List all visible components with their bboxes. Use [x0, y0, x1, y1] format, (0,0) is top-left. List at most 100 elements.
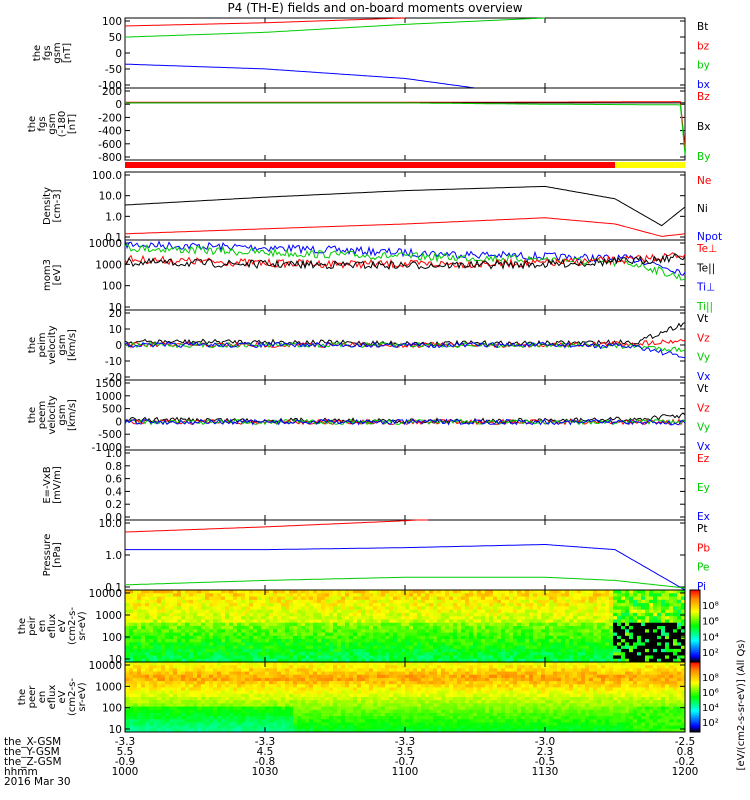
- heatmap-cell: [129, 687, 134, 692]
- heatmap-cell: [173, 728, 178, 733]
- heatmap-cell: [245, 593, 250, 597]
- heatmap-cell: [349, 639, 354, 643]
- heatmap-cell: [341, 700, 346, 704]
- heatmap-cell: [357, 658, 362, 663]
- heatmap-cell: [553, 645, 558, 650]
- heatmap-cell: [313, 719, 318, 723]
- heatmap-cell: [149, 690, 154, 695]
- heatmap-cell: [345, 719, 350, 723]
- heatmap-cell: [129, 645, 134, 650]
- heatmap-cell: [641, 645, 646, 650]
- heatmap-cell: [205, 674, 210, 679]
- heatmap-cell: [269, 593, 274, 597]
- heatmap-cell: [197, 697, 202, 701]
- heatmap-cell: [197, 626, 202, 630]
- heatmap-cell: [341, 684, 346, 688]
- heatmap-cell: [277, 612, 282, 617]
- heatmap-cell: [393, 674, 398, 679]
- heatmap-cell: [277, 616, 282, 620]
- heatmap-cell: [361, 626, 366, 630]
- heatmap-cell: [369, 619, 374, 624]
- heatmap-cell: [365, 658, 370, 663]
- heatmap-cell: [137, 728, 142, 733]
- heatmap-cell: [345, 690, 350, 695]
- heatmap-cell: [661, 658, 666, 663]
- heatmap-cell: [561, 626, 566, 630]
- heatmap-cell: [473, 635, 478, 640]
- heatmap-cell: [125, 687, 130, 692]
- heatmap-cell: [461, 639, 466, 643]
- heatmap-cell: [449, 639, 454, 643]
- heatmap-cell: [457, 590, 462, 594]
- y-tick-label: 0: [115, 416, 122, 428]
- heatmap-cell: [665, 616, 670, 620]
- heatmap-cell: [297, 671, 302, 676]
- heatmap-cell: [625, 593, 630, 597]
- heatmap-cell: [141, 652, 146, 656]
- heatmap-cell: [273, 728, 278, 733]
- heatmap-cell: [369, 593, 374, 597]
- heatmap-cell: [417, 655, 422, 660]
- heatmap-cell: [253, 642, 258, 647]
- heatmap-cell: [281, 719, 286, 723]
- heatmap-cell: [369, 697, 374, 701]
- heatmap-cell: [313, 609, 318, 614]
- heatmap-cell: [681, 599, 686, 604]
- heatmap-cell: [185, 593, 190, 597]
- heatmap-cell: [489, 599, 494, 604]
- heatmap-cell: [129, 706, 134, 711]
- heatmap-cell: [533, 642, 538, 647]
- heatmap-cell: [593, 622, 598, 627]
- heatmap-cell: [617, 642, 622, 647]
- heatmap-cell: [205, 596, 210, 601]
- heatmap-cell: [357, 603, 362, 607]
- heatmap-cell: [225, 622, 230, 627]
- heatmap-cell: [185, 671, 190, 676]
- heatmap-cell: [241, 590, 246, 594]
- heatmap-cell: [409, 632, 414, 637]
- heatmap-cell: [169, 635, 174, 640]
- heatmap-cell: [537, 590, 542, 594]
- heatmap-cell: [337, 639, 342, 643]
- heatmap-cell: [461, 603, 466, 607]
- heatmap-cell: [205, 665, 210, 669]
- heatmap-cell: [361, 590, 366, 594]
- heatmap-cell: [389, 626, 394, 630]
- heatmap-cell: [533, 626, 538, 630]
- heatmap-cell: [349, 596, 354, 601]
- heatmap-cell: [557, 596, 562, 601]
- heatmap-cell: [605, 612, 610, 617]
- heatmap-cell: [609, 590, 614, 594]
- heatmap-cell: [261, 677, 266, 682]
- heatmap-cell: [149, 712, 154, 717]
- heatmap-cell: [245, 712, 250, 717]
- heatmap-cell: [473, 606, 478, 611]
- heatmap-cell: [425, 658, 430, 663]
- heatmap-cell: [269, 671, 274, 676]
- heatmap-cell: [673, 596, 678, 601]
- heatmap-cell: [561, 606, 566, 611]
- heatmap-cell: [313, 622, 318, 627]
- heatmap-cell: [669, 648, 674, 653]
- heatmap-cell: [365, 697, 370, 701]
- heatmap-cell: [377, 606, 382, 611]
- heatmap-cell: [589, 629, 594, 633]
- heatmap-cell: [237, 609, 242, 614]
- heatmap-cell: [501, 626, 506, 630]
- series-by: [124, 17, 546, 38]
- heatmap-cell: [189, 687, 194, 692]
- heatmap-cell: [157, 599, 162, 604]
- heatmap-cell: [437, 593, 442, 597]
- heatmap-cell: [133, 612, 138, 617]
- heatmap-cell: [405, 606, 410, 611]
- heatmap-cell: [665, 642, 670, 647]
- heatmap-cell: [233, 590, 238, 594]
- heatmap-cell: [365, 629, 370, 633]
- heatmap-cell: [357, 728, 362, 733]
- heatmap-cell: [377, 665, 382, 669]
- heatmap-cell: [269, 603, 274, 607]
- heatmap-cell: [609, 642, 614, 647]
- heatmap-cell: [257, 655, 262, 660]
- heatmap-cell: [573, 609, 578, 614]
- heatmap-cell: [225, 593, 230, 597]
